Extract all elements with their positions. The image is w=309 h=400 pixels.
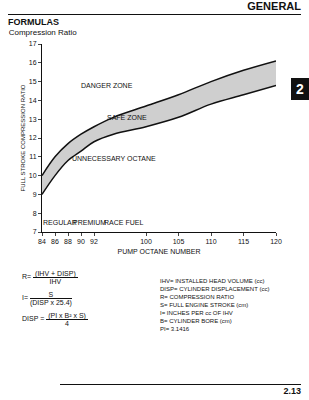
html-text:I= INCHES PER cc OF IHV: I= INCHES PER cc OF IHV [160, 310, 233, 316]
html-text:DISP =(PI x B² x S): DISP =(PI x B² x S) [22, 312, 86, 323]
svg-text:UNNECESSARY OCTANE: UNNECESSARY OCTANE [72, 155, 156, 162]
svg-text:84: 84 [38, 238, 46, 245]
svg-text:90: 90 [77, 238, 85, 245]
svg-text:12: 12 [29, 134, 37, 141]
svg-text:PUMP OCTANE NUMBER: PUMP OCTANE NUMBER [118, 248, 201, 255]
svg-text:17: 17 [29, 40, 37, 47]
svg-text:88: 88 [64, 238, 72, 245]
html-text:IHV= INSTALLED HEAD VOLUME (cc: IHV= INSTALLED HEAD VOLUME (cc) [160, 278, 265, 284]
html-text:GENERAL: GENERAL [247, 0, 301, 12]
svg-text:FULL STROKE COMPRESSION RATIO: FULL STROKE COMPRESSION RATIO [20, 84, 26, 191]
html-text:R=(IHV + DISP): R=(IHV + DISP) [22, 270, 76, 281]
svg-text:10: 10 [29, 172, 37, 179]
svg-text:110: 110 [205, 238, 216, 245]
svg-text:115: 115 [238, 238, 249, 245]
svg-text:DANGER ZONE: DANGER ZONE [81, 82, 133, 89]
svg-text:Compression Ratio: Compression Ratio [9, 28, 78, 37]
html-text:PI= 3.1416: PI= 3.1416 [160, 326, 190, 332]
svg-text:11: 11 [29, 153, 36, 160]
html-text:B= CYLINDER BORE (cm): B= CYLINDER BORE (cm) [160, 318, 232, 324]
html-text:DISP= CYLINDER DISPLACEMENT (c: DISP= CYLINDER DISPLACEMENT (cc) [160, 286, 270, 292]
svg-text:120: 120 [270, 238, 282, 245]
html-text:4: 4 [65, 320, 69, 327]
svg-text:15: 15 [29, 78, 37, 85]
svg-text:9: 9 [33, 191, 37, 198]
html-text:FORMULAS: FORMULAS [8, 17, 59, 27]
svg-text:13: 13 [29, 116, 37, 123]
svg-text:105: 105 [173, 238, 185, 245]
svg-text:PREMIUM: PREMIUM [73, 219, 106, 226]
svg-text:14: 14 [29, 97, 37, 104]
svg-text:86: 86 [51, 238, 59, 245]
html-text:S: S [48, 291, 54, 298]
svg-text:RACE FUEL: RACE FUEL [104, 219, 143, 226]
html-text:I=: I= [22, 294, 30, 302]
svg-text:REGULAR: REGULAR [43, 219, 77, 226]
html-text:R= COMPRESSION RATIO: R= COMPRESSION RATIO [160, 294, 235, 300]
svg-text:100: 100 [140, 238, 152, 245]
html-text:2: 2 [296, 81, 304, 97]
svg-text:7: 7 [33, 228, 37, 235]
svg-text:8: 8 [33, 210, 37, 217]
html-text:S= FULL ENGINE STROKE (cm): S= FULL ENGINE STROKE (cm) [160, 302, 249, 308]
svg-text:92: 92 [90, 238, 98, 245]
svg-text:SAFE ZONE: SAFE ZONE [107, 114, 147, 121]
html-text:IHV: IHV [49, 278, 62, 285]
svg-text:16: 16 [29, 59, 37, 66]
html-text:2.13: 2.13 [283, 386, 301, 396]
html-text:(DISP x 25.4): (DISP x 25.4) [30, 299, 72, 306]
